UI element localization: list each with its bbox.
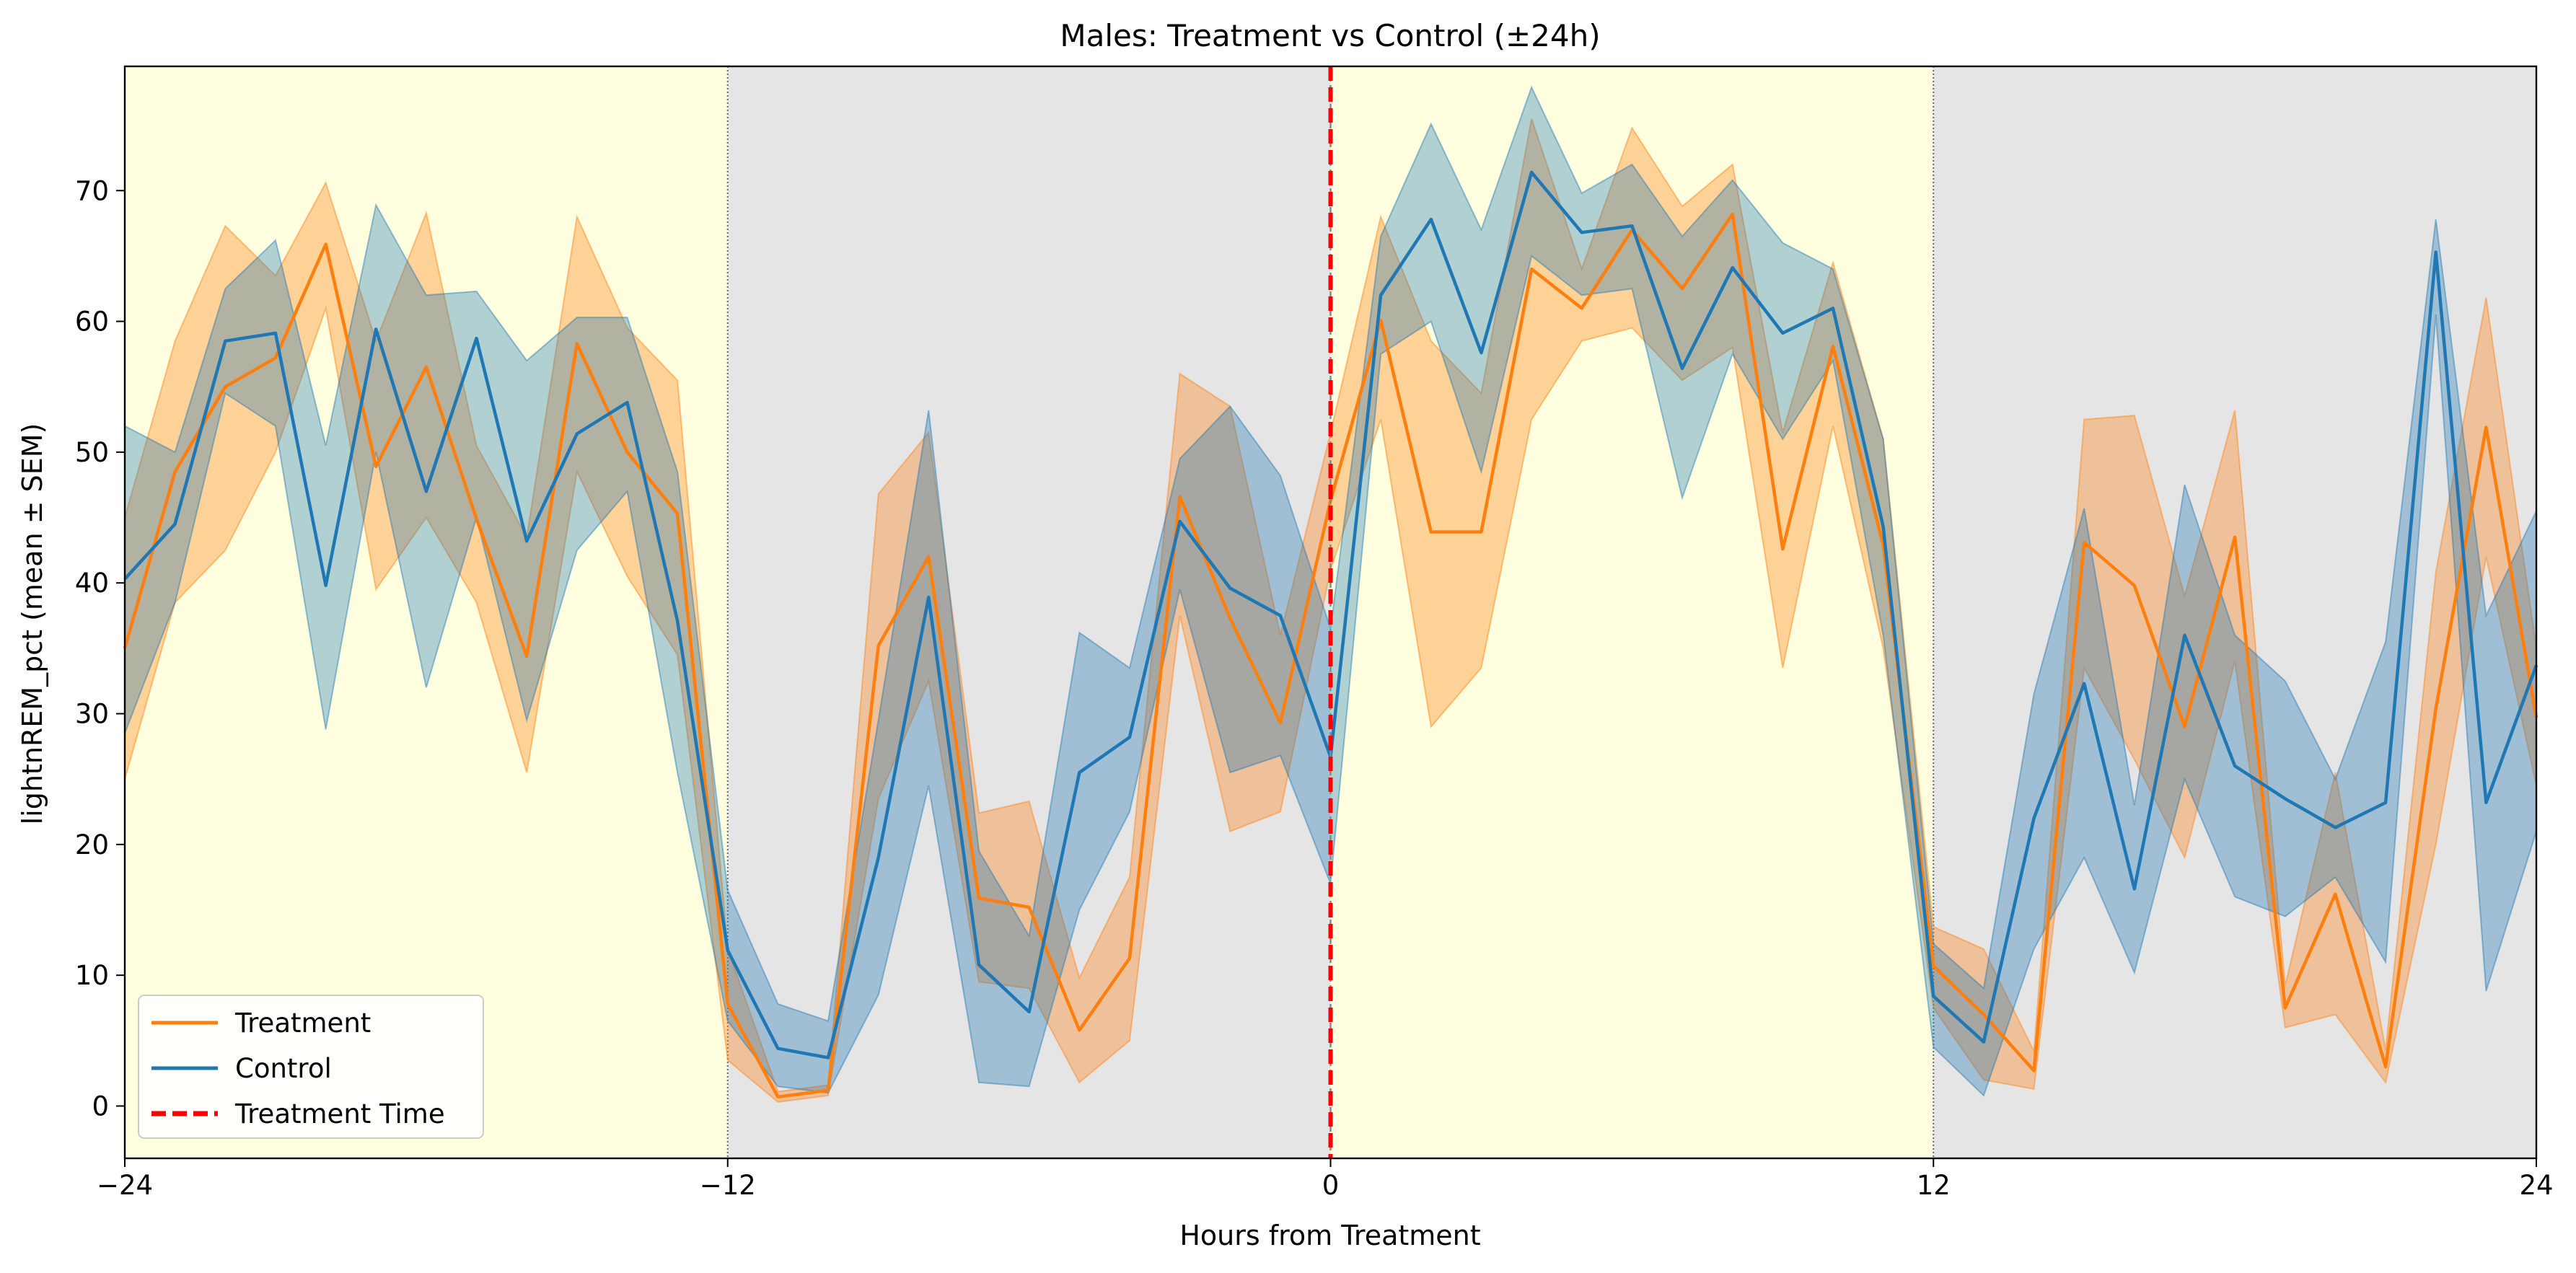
band-light-0	[125, 66, 728, 1158]
y-tick-label: 30	[75, 699, 109, 730]
chart-title: Males: Treatment vs Control (±24h)	[1060, 18, 1600, 53]
phase-boundaries	[726, 66, 1935, 1158]
legend-label-control: Control	[235, 1053, 332, 1084]
y-tick-label: 60	[75, 307, 109, 338]
x-axis-ticks: −24 −12 0 12 24	[97, 1158, 2554, 1201]
x-tick-label: 12	[1917, 1170, 1951, 1201]
band-dark-3	[1933, 66, 2536, 1158]
y-tick-label: 0	[92, 1091, 109, 1122]
y-axis-ticks: 0 10 20 30 40 50 60 70	[75, 175, 125, 1122]
y-tick-label: 50	[75, 437, 109, 468]
x-tick-label: 0	[1322, 1170, 1340, 1201]
band-light-2	[1330, 66, 1934, 1158]
legend-box	[138, 995, 484, 1139]
legend: Treatment Control Treatment Time	[138, 995, 484, 1139]
y-tick-label: 10	[75, 960, 109, 991]
x-axis-label: Hours from Treatment	[1179, 1220, 1480, 1251]
legend-label-treatment: Treatment	[234, 1008, 371, 1039]
x-tick-label: 24	[2519, 1170, 2553, 1201]
band-dark-1	[727, 66, 1331, 1158]
legend-label-treatment-time: Treatment Time	[234, 1098, 445, 1129]
x-tick-label: −24	[97, 1170, 153, 1201]
y-tick-label: 40	[75, 568, 109, 599]
background-bands	[125, 66, 2536, 1158]
x-tick-label: −12	[700, 1170, 756, 1201]
y-tick-label: 70	[75, 175, 109, 206]
y-axis-label: lightnREM_pct (mean ± SEM)	[17, 423, 48, 825]
y-tick-label: 20	[75, 829, 109, 860]
